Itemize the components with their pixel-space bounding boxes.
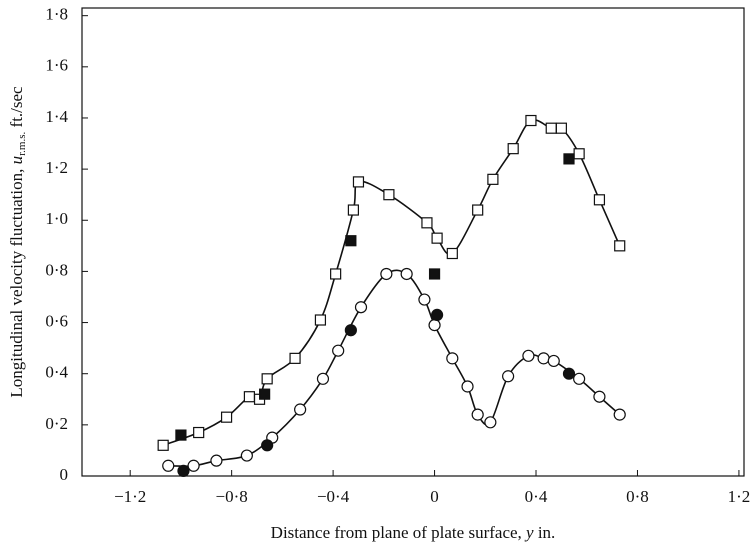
circle-marker [573,372,586,385]
circle-marker [562,367,576,380]
circle-marker [593,390,606,403]
circle-marker [537,352,550,365]
square-marker [352,176,365,188]
square-marker [175,429,187,441]
x-tick-label: 0·4 [525,487,548,506]
circle-marker [177,464,190,477]
y-tick-label: 0·8 [45,260,68,279]
circle-marker [446,352,459,365]
circle-marker [428,319,441,332]
fit-curve [162,119,621,447]
circle-marker [240,449,253,462]
y-tick-label: 1·6 [45,56,68,75]
x-tick-label: 1·2 [728,487,751,506]
y-tick-label: 1·2 [45,158,68,177]
square-marker [525,114,537,127]
square-marker [431,232,443,244]
circle-marker [261,439,274,452]
y-tick-label: 0 [60,465,69,484]
square-marker [259,388,271,400]
x-tick-label: −1·2 [114,487,146,506]
x-tick-label: 0 [430,487,439,506]
circle-marker [613,408,626,421]
circle-marker [210,454,223,467]
square-marker [593,194,606,206]
circle-marker [461,380,474,393]
circle-marker [354,301,368,314]
circle-marker [484,416,497,429]
square-marker [446,247,458,260]
square-marker [289,352,301,364]
square-marker [157,439,169,451]
square-marker [573,148,585,160]
x-tick-label: 0·8 [626,487,649,506]
x-tick-label: −0·8 [216,487,248,506]
square-marker [507,143,519,155]
square-marker [220,411,233,423]
circle-marker [522,349,535,362]
y-tick-label: 1·4 [45,107,68,126]
y-tick-label: 0·2 [45,414,68,433]
square-marker [472,204,484,216]
square-marker [545,122,557,134]
square-marker [428,268,441,280]
square-marker [614,240,626,252]
square-marker [243,391,256,403]
circle-marker [471,408,484,421]
y-tick-label: 1·0 [45,209,68,228]
circle-marker [547,354,560,368]
square-marker [487,173,499,185]
x-axis-label: Distance from plane of plate surface, y … [271,523,556,542]
square-marker [555,122,567,134]
x-tick-label: −0·4 [317,487,350,506]
circle-marker [400,267,413,281]
square-marker [193,426,205,439]
plot-frame [81,7,745,477]
circle-marker [332,344,345,357]
square-marker [314,314,327,326]
y-tick-label: 1·8 [45,5,68,24]
circle-marker [316,372,330,385]
circle-marker [502,370,515,383]
circle-marker [294,403,307,416]
y-tick-label: 0·4 [45,363,68,382]
square-marker [330,268,342,280]
circle-marker [430,308,444,321]
y-tick-label: 0·6 [45,311,68,330]
square-marker [345,235,357,247]
circle-marker [187,459,200,472]
square-marker [563,153,575,165]
y-axis-label: Longitudinal velocity fluctuation, ur.m.… [7,86,28,398]
square-marker [261,373,273,385]
circle-marker [162,459,175,472]
circle-marker [380,267,393,281]
circle-marker [344,324,357,337]
square-marker [383,189,395,201]
square-marker [347,204,359,216]
fit-curve [168,269,621,467]
circle-marker [418,293,431,306]
square-marker [421,217,433,229]
